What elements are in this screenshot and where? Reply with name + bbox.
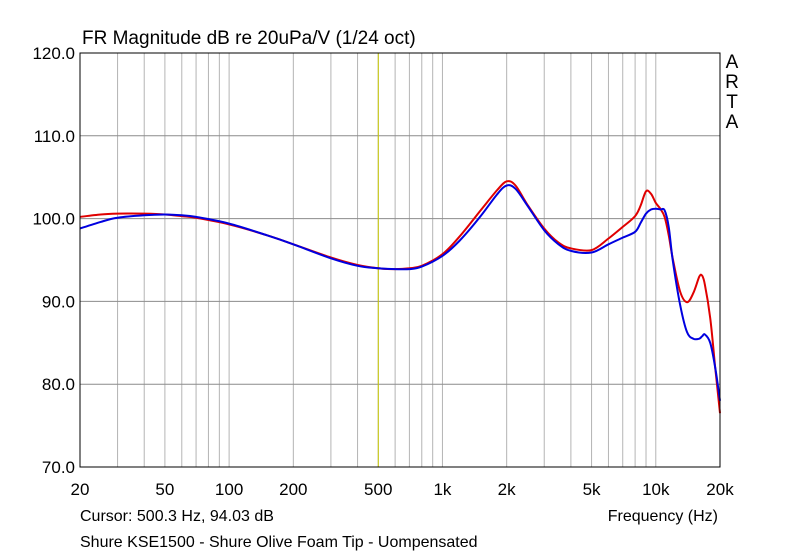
grid-lines	[80, 53, 720, 467]
y-tick-label: 90.0	[42, 292, 75, 311]
x-tick-label: 100	[215, 480, 243, 499]
x-tick-label: 20k	[706, 480, 734, 499]
x-tick-label: 5k	[583, 480, 601, 499]
arta-letter: A	[726, 112, 739, 133]
y-tick-label: 120.0	[32, 44, 75, 63]
x-tick-label: 2k	[498, 480, 516, 499]
cursor-readout: Cursor: 500.3 Hz, 94.03 dB	[80, 508, 274, 525]
y-tick-labels: 120.0 110.0 100.0 90.0 80.0 70.0	[32, 44, 75, 477]
y-tick-label: 80.0	[42, 375, 75, 394]
x-axis-label: Frequency (Hz)	[608, 508, 718, 525]
arta-letter: R	[725, 72, 739, 93]
plot-frame	[79, 52, 721, 468]
x-tick-label: 10k	[642, 480, 670, 499]
x-tick-label: 500	[364, 480, 392, 499]
x-tick-label: 20	[71, 480, 90, 499]
chart-title: FR Magnitude dB re 20uPa/V (1/24 oct)	[82, 28, 416, 49]
x-tick-label: 1k	[433, 480, 451, 499]
arta-letter: T	[726, 92, 738, 113]
series-layer	[79, 180, 721, 414]
y-tick-label: 70.0	[42, 458, 75, 477]
series-line-2	[79, 184, 721, 401]
arta-letter: A	[726, 52, 739, 73]
measurement-caption: Shure KSE1500 - Shure Olive Foam Tip - U…	[80, 534, 478, 551]
x-tick-labels: 20 50 100 200 500 1k 2k 5k 10k 20k	[71, 480, 735, 499]
y-tick-label: 110.0	[34, 127, 75, 146]
x-tick-label: 200	[279, 480, 307, 499]
y-tick-label: 100.0	[32, 210, 75, 229]
x-tick-label: 50	[155, 480, 174, 499]
